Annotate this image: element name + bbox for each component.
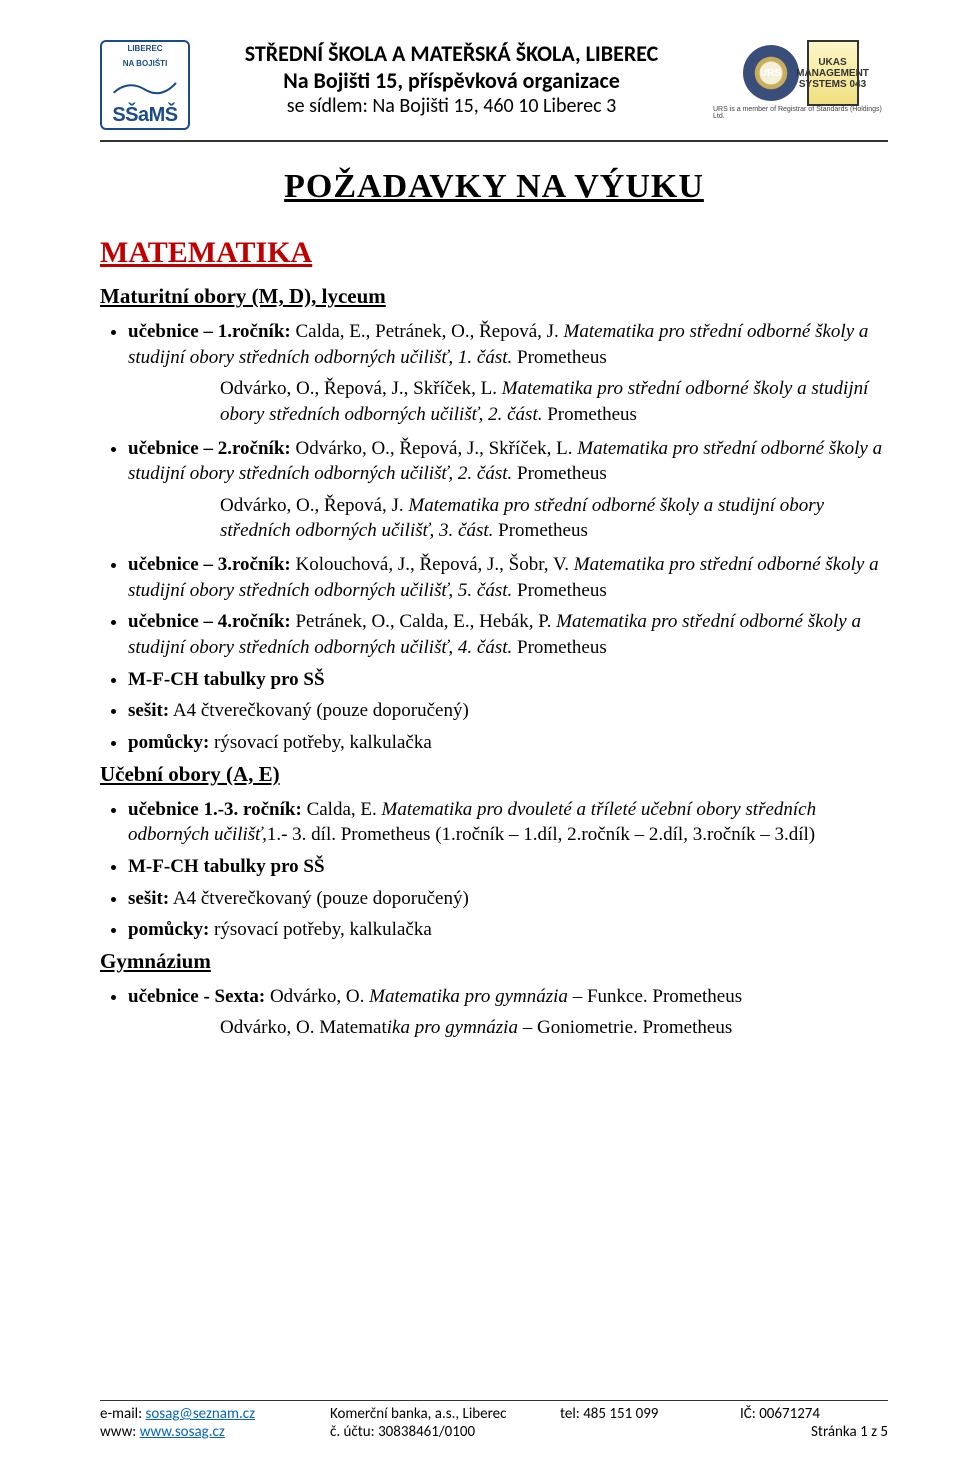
- footer-bank: Komerční banka, a.s., Liberec: [330, 1405, 560, 1423]
- footer-acct: č. účtu: 30838461/0100: [330, 1423, 560, 1441]
- list-item: pomůcky: rýsovací potřeby, kalkulačka: [128, 917, 888, 943]
- email-link[interactable]: sosag@seznam.cz: [146, 1405, 256, 1423]
- footer-ic: IČ: 00671274: [740, 1405, 888, 1423]
- list-item: učebnice 1.-3. ročník: Calda, E. Matemat…: [128, 797, 888, 848]
- item-text: rýsovací potřeby, kalkulačka: [209, 732, 431, 753]
- logo-bottom-text: SŠaMŠ: [112, 105, 177, 125]
- footer-row-1: e-mail: sosag@seznam.cz Komerční banka, …: [100, 1405, 888, 1423]
- section3-list: učebnice - Sexta: Odvárko, O. Matematika…: [100, 984, 888, 1010]
- section1-list-cont2: učebnice – 3.ročník: Kolouchová, J., Řep…: [100, 552, 888, 755]
- item-text: A4 čtverečkovaný (pouze doporučený): [169, 888, 469, 909]
- footer-row-2: www: www.sosag.cz č. účtu: 30838461/0100…: [100, 1423, 888, 1441]
- item-text: rýsovací potřeby, kalkulačka: [209, 919, 431, 940]
- badge-caption: URS is a member of Registrar of Standard…: [713, 106, 888, 120]
- tel-value: 485 151 099: [583, 1405, 658, 1423]
- list-item: učebnice – 1.ročník: Calda, E., Petránek…: [128, 319, 888, 370]
- list-item: sešit: A4 čtverečkovaný (pouze doporučen…: [128, 698, 888, 724]
- item-tail: Prometheus: [512, 463, 606, 484]
- item-prefix: učebnice – 2.ročník:: [128, 438, 295, 459]
- sub-tail: Prometheus: [542, 404, 636, 425]
- item-text: M-F-CH tabulky pro SŠ: [128, 669, 325, 690]
- acct-value: 30838461/0100: [378, 1423, 475, 1441]
- logo-wave-icon: [112, 76, 178, 98]
- list-item: učebnice – 4.ročník: Petránek, O., Calda…: [128, 609, 888, 660]
- letterhead-line1: STŘEDNÍ ŠKOLA A MATEŘSKÁ ŠKOLA, LIBEREC: [210, 40, 693, 67]
- item-text: Odvárko, O., Řepová, J., Skříček, L.: [295, 438, 577, 459]
- acct-label: č. účtu:: [330, 1423, 378, 1441]
- sub-plain: Odvárko, O., Řepová, J., Skříček, L.: [220, 378, 502, 399]
- list-item: učebnice - Sexta: Odvárko, O. Matematika…: [128, 984, 888, 1010]
- item-text: Calda, E., Petránek, O., Řepová, J.: [295, 321, 563, 342]
- certification-badges: URS UKAS MANAGEMENT SYSTEMS 043 URS is a…: [713, 40, 888, 120]
- section1-list-cont: učebnice – 2.ročník: Odvárko, O., Řepová…: [100, 436, 888, 487]
- sub-tail: Prometheus: [493, 520, 587, 541]
- section2-list: učebnice 1.-3. ročník: Calda, E. Matemat…: [100, 797, 888, 943]
- list-item: učebnice – 3.ročník: Kolouchová, J., Řep…: [128, 552, 888, 603]
- item-text: Calda, E.: [307, 799, 382, 820]
- item-prefix: pomůcky:: [128, 732, 209, 753]
- www-link[interactable]: www.sosag.cz: [140, 1423, 225, 1441]
- section1-list: učebnice – 1.ročník: Calda, E., Petránek…: [100, 319, 888, 370]
- www-label: www:: [100, 1423, 140, 1441]
- letterhead-line2: Na Bojišti 15, příspěvková organizace: [210, 67, 693, 94]
- sub-tail: – Goniometrie. Prometheus: [518, 1017, 732, 1038]
- ic-label: IČ:: [740, 1405, 759, 1423]
- item-text: Petránek, O., Calda, E., Hebák, P.: [295, 611, 556, 632]
- page-title: POŽADAVKY NA VÝUKU: [100, 168, 888, 206]
- item-tail: Prometheus: [512, 580, 606, 601]
- item-text: M-F-CH tabulky pro SŠ: [128, 856, 325, 877]
- section2-heading: Učební obory (A, E): [100, 762, 888, 787]
- item-tail: 1.- 3. díl. Prometheus (1.ročník – 1.díl…: [267, 824, 815, 845]
- list-item: M-F-CH tabulky pro SŠ: [128, 667, 888, 693]
- item-tail: Prometheus: [512, 347, 606, 368]
- item-tail: – Funkce. Prometheus: [568, 986, 742, 1007]
- sub-plain: Odvárko, O., Řepová, J.: [220, 495, 408, 516]
- item-italic: Matematika pro gymnázia: [369, 986, 568, 1007]
- logo-top-text: LIBEREC: [127, 45, 162, 53]
- letterhead: LIBEREC NA BOJIŠTI SŠaMŠ STŘEDNÍ ŠKOLA A…: [100, 40, 888, 142]
- page-number: Stránka 1 z 5: [811, 1423, 888, 1441]
- email-label: e-mail:: [100, 1405, 146, 1423]
- item-text: Odvárko, O.: [270, 986, 369, 1007]
- list-item: M-F-CH tabulky pro SŠ: [128, 854, 888, 880]
- footer-tel: tel: 485 151 099: [560, 1405, 740, 1423]
- item-prefix: pomůcky:: [128, 919, 209, 940]
- item-prefix: učebnice – 1.ročník:: [128, 321, 295, 342]
- urs-badge-icon: URS: [743, 45, 799, 101]
- sub-italic: ika pro gymnázia: [387, 1017, 518, 1038]
- logo-mid-text: NA BOJIŠTI: [123, 60, 168, 68]
- item-prefix: učebnice 1.-3. ročník:: [128, 799, 307, 820]
- sub-plain: Odvárko, O. Matemat: [220, 1017, 387, 1038]
- school-logo-icon: LIBEREC NA BOJIŠTI SŠaMŠ: [100, 40, 190, 130]
- item-prefix: učebnice - Sexta:: [128, 986, 270, 1007]
- indent-block: Odvárko, O., Řepová, J., Skříček, L. Mat…: [220, 376, 888, 427]
- item-tail: Prometheus: [512, 637, 606, 658]
- page-footer: e-mail: sosag@seznam.cz Komerční banka, …: [100, 1400, 888, 1441]
- letterhead-text: STŘEDNÍ ŠKOLA A MATEŘSKÁ ŠKOLA, LIBEREC …: [210, 40, 693, 118]
- tel-label: tel:: [560, 1405, 583, 1423]
- footer-email: e-mail: sosag@seznam.cz: [100, 1405, 330, 1423]
- footer-www: www: www.sosag.cz: [100, 1423, 330, 1441]
- list-item: učebnice – 2.ročník: Odvárko, O., Řepová…: [128, 436, 888, 487]
- item-text: Kolouchová, J., Řepová, J., Šobr, V.: [295, 554, 573, 575]
- indent-block: Odvárko, O., Řepová, J. Matematika pro s…: [220, 493, 888, 544]
- list-item: sešit: A4 čtverečkovaný (pouze doporučen…: [128, 886, 888, 912]
- item-text: A4 čtverečkovaný (pouze doporučený): [169, 700, 469, 721]
- item-prefix: učebnice – 3.ročník:: [128, 554, 295, 575]
- ic-value: 00671274: [759, 1405, 820, 1423]
- item-prefix: sešit:: [128, 888, 169, 909]
- section3-heading: Gymnázium: [100, 949, 888, 974]
- list-item: pomůcky: rýsovací potřeby, kalkulačka: [128, 730, 888, 756]
- footer-page: Stránka 1 z 5: [740, 1423, 888, 1441]
- item-prefix: učebnice – 4.ročník:: [128, 611, 295, 632]
- subject-title: MATEMATIKA: [100, 236, 888, 270]
- item-prefix: sešit:: [128, 700, 169, 721]
- section1-heading: Maturitní obory (M, D), lyceum: [100, 284, 888, 309]
- indent-block: Odvárko, O. Matematika pro gymnázia – Go…: [220, 1015, 888, 1041]
- ukas-badge-icon: UKAS MANAGEMENT SYSTEMS 043: [807, 40, 859, 106]
- footer-blank: [560, 1423, 740, 1441]
- letterhead-line3: se sídlem: Na Bojišti 15, 460 10 Liberec…: [210, 94, 693, 118]
